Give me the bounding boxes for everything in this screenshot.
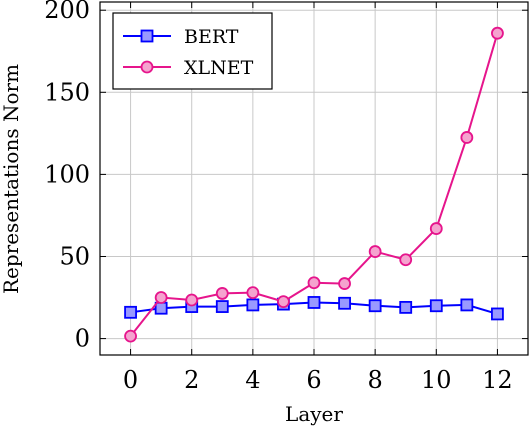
x-tick-label: 10 [421,366,452,394]
data-point-bert [460,298,474,312]
x-tick-label: 0 [123,366,138,394]
y-tick-label: 200 [44,0,90,24]
series-xlnet [124,26,504,343]
legend: BERT XLNET [112,12,273,90]
data-point-bert [307,296,321,309]
y-tick-label: 50 [59,242,90,270]
data-point-bert [124,305,137,319]
x-axis-title: Layer [285,402,343,426]
data-point-xlnet [277,295,290,309]
y-axis-title: Representations Norm [0,64,23,294]
data-point-xlnet [246,286,260,300]
x-tick-label: 2 [184,366,199,394]
data-point-bert [246,298,260,312]
legend-label-xlnet: XLNET [184,57,254,79]
data-point-xlnet [124,329,137,343]
x-tick-label: 12 [482,366,513,394]
data-point-xlnet [307,276,321,290]
data-point-xlnet [215,287,229,300]
data-point-bert [491,307,504,321]
legend-label-bert: BERT [184,26,239,48]
data-point-bert [154,301,168,315]
data-point-xlnet [185,293,199,307]
series-bert [124,296,504,321]
data-point-xlnet [460,131,474,144]
legend-item-xlnet: XLNET [123,57,254,79]
x-tick-label: 4 [245,366,260,394]
data-point-bert [368,299,382,313]
legend-marker-xlnet [140,60,154,74]
data-point-bert [338,296,351,310]
y-tick-label: 0 [75,325,90,353]
data-point-xlnet [338,277,351,290]
data-point-xlnet [154,291,168,304]
x-tick-label: 8 [368,366,383,394]
legend-item-bert: BERT [123,26,239,48]
axis-ticks: 0 2 4 6 8 10 12 0 50 100 150 200 [44,0,528,394]
data-point-bert [215,300,229,313]
data-point-xlnet [368,245,382,258]
legend-box [112,12,273,90]
data-point-bert [429,299,443,313]
y-tick-label: 100 [44,160,90,188]
data-point-xlnet [491,26,504,40]
data-point-xlnet [399,253,413,267]
series-layer [124,26,504,343]
legend-marker-bert [140,29,154,43]
x-tick-label: 6 [306,366,321,394]
data-point-bert [399,300,413,314]
y-tick-label: 150 [44,78,90,106]
data-point-xlnet [429,222,443,235]
